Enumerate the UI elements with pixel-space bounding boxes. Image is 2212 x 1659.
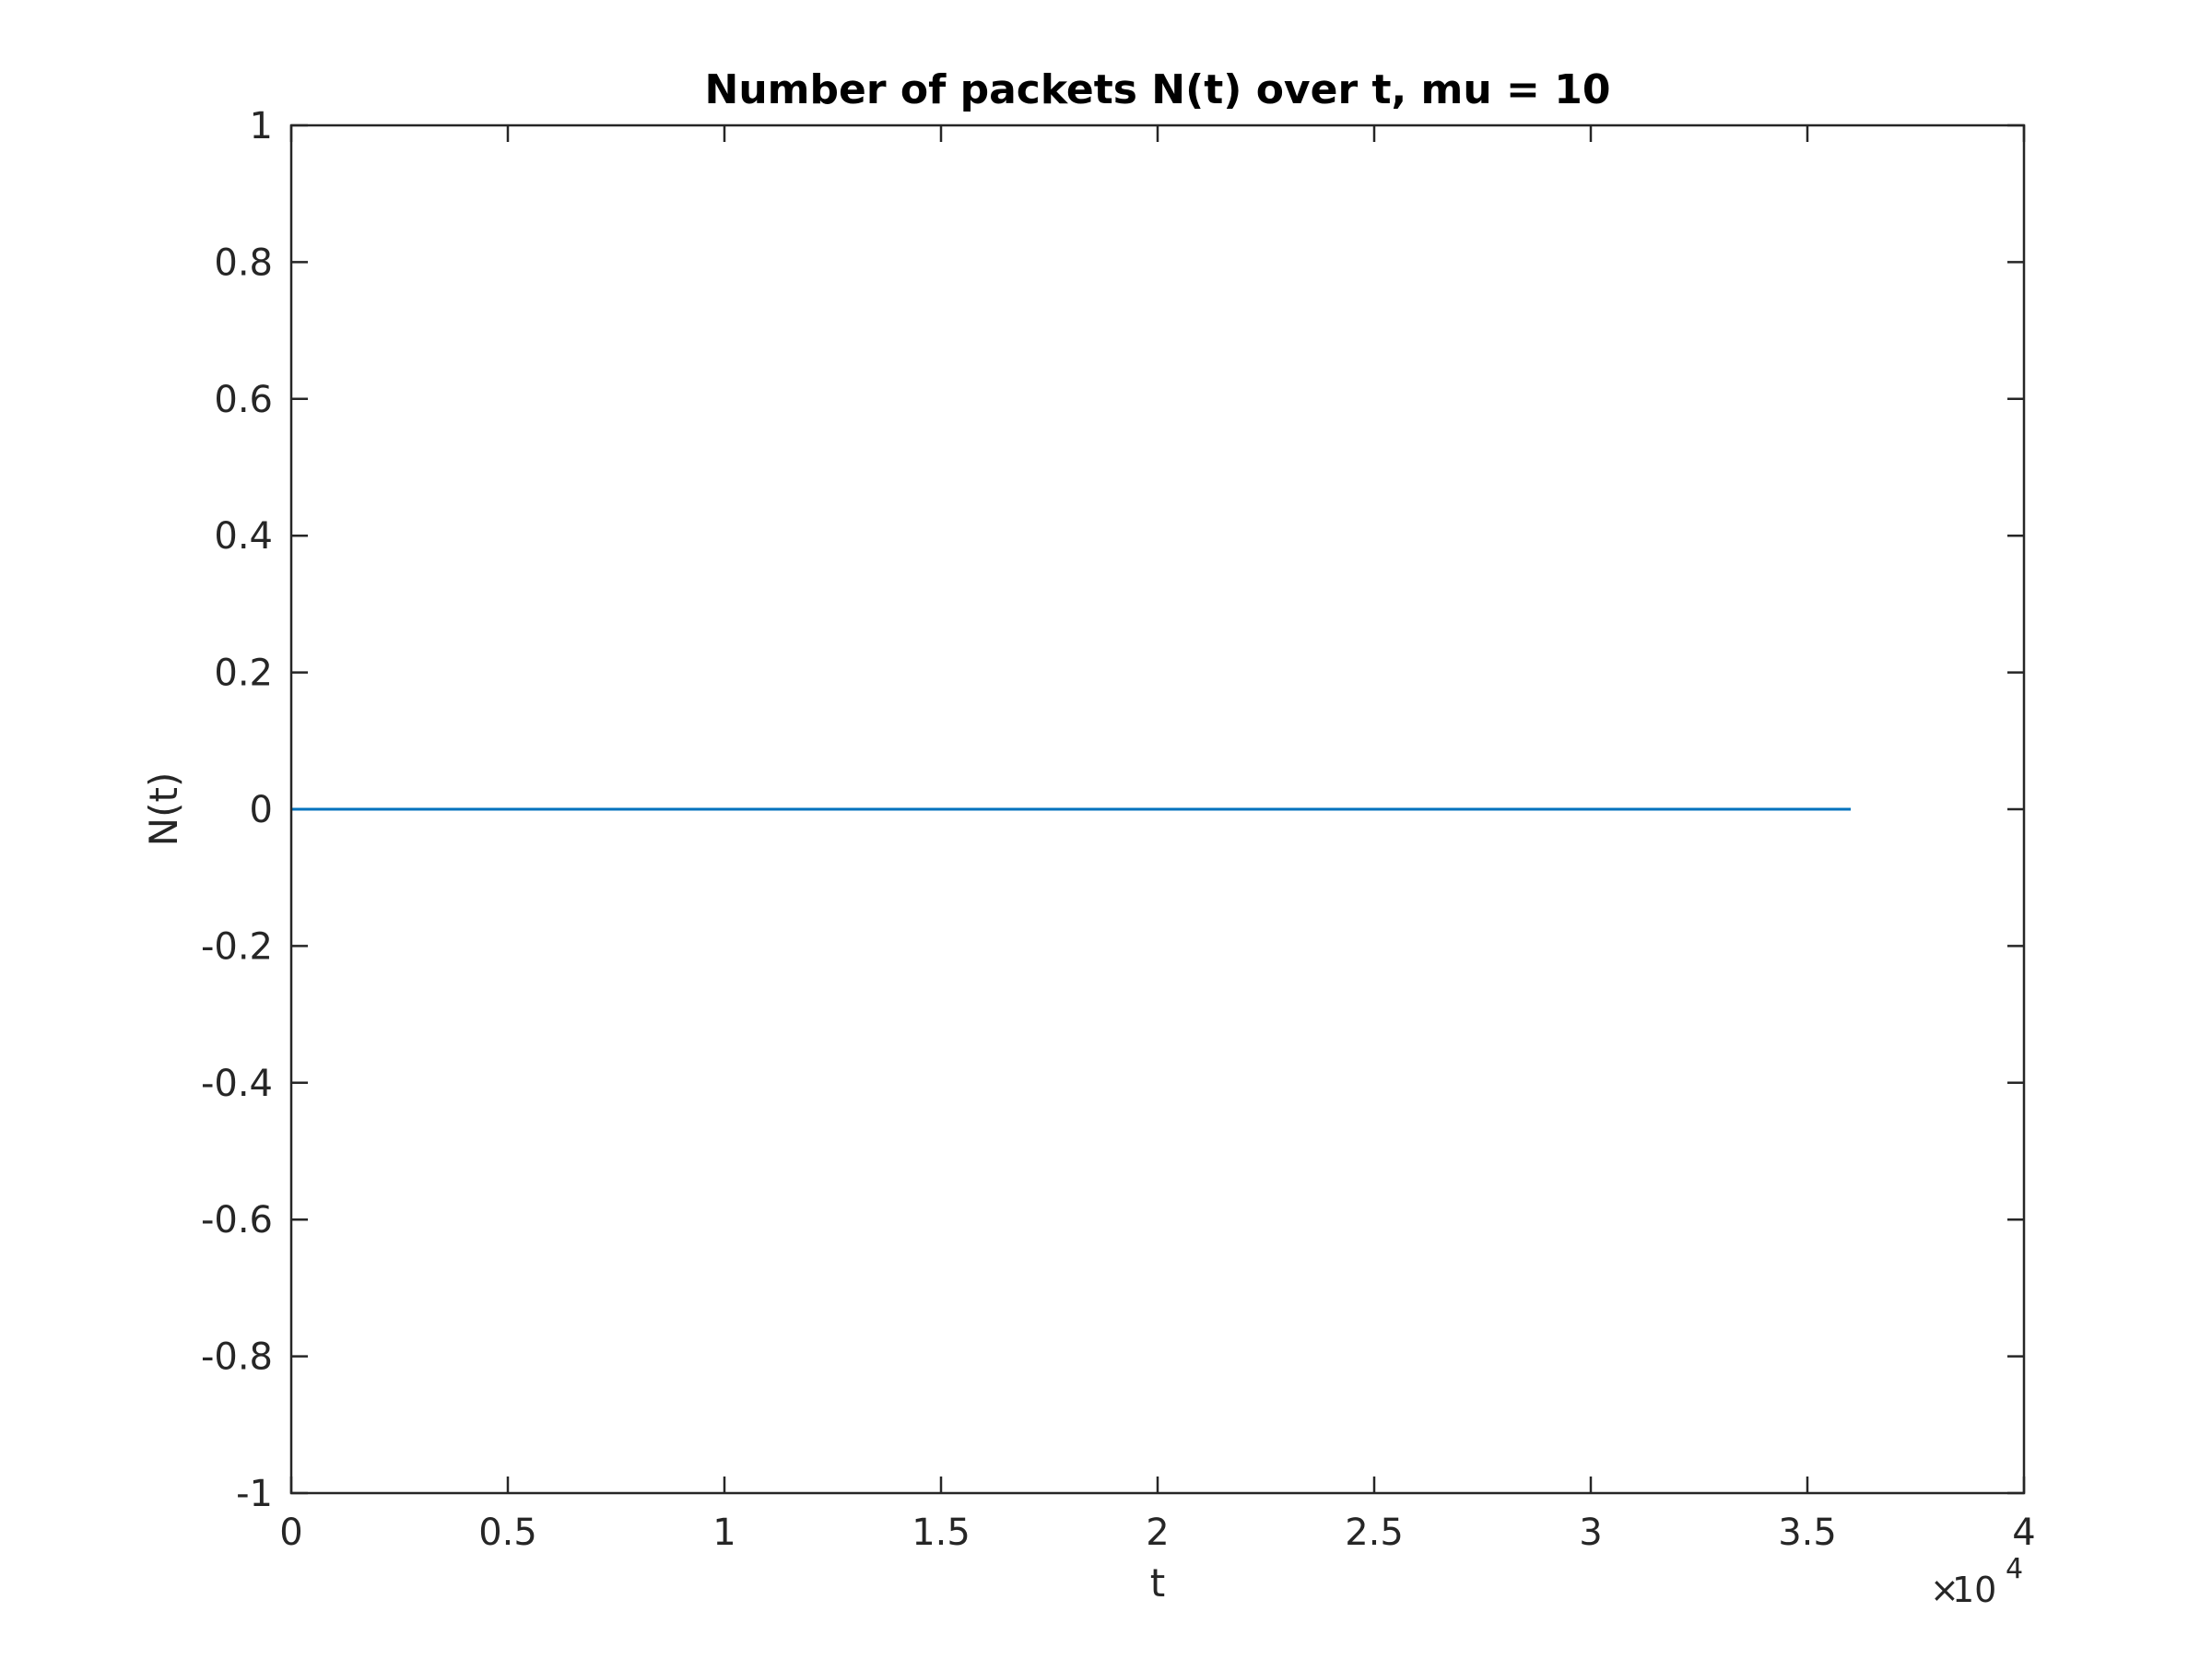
y-axis-label: N(t) <box>141 772 186 847</box>
x-tick-label: 3 <box>1579 1512 1602 1554</box>
x-tick-label: 1.5 <box>912 1512 971 1554</box>
y-tick-label: 1 <box>250 105 273 147</box>
axes-box <box>289 124 2026 1495</box>
y-tick-label: 0.6 <box>214 379 273 421</box>
y-tick-label: 0.4 <box>214 515 273 558</box>
y-tick-label: -0.4 <box>201 1063 273 1105</box>
y-tick-label: -1 <box>236 1473 273 1515</box>
x-axis-exponent: × 10 4 <box>1930 1553 2023 1610</box>
y-tick-labels: -1 -0.8 -0.6 -0.4 -0.2 0 0.2 0.4 0.6 0.8 1 <box>201 105 273 1515</box>
x-tick-label: 4 <box>2012 1512 2035 1554</box>
x-tick-label: 0 <box>279 1512 302 1554</box>
x-axis-label: t <box>1150 1560 1165 1606</box>
y-tick-label: -0.8 <box>201 1336 273 1379</box>
y-tick-label: 0.8 <box>214 241 273 284</box>
x-tick-labels: 0 0.5 1 1.5 2 2.5 3 3.5 4 <box>279 1512 2035 1554</box>
y-tick-label: -0.6 <box>201 1199 273 1241</box>
y-tick-label: -0.2 <box>201 925 273 968</box>
x-tick-label: 2.5 <box>1345 1512 1404 1554</box>
x-tick-label: 1 <box>712 1512 735 1554</box>
y-tick-label: 0.2 <box>214 653 273 695</box>
chart-title: Number of packets N(t) over t, mu = 10 <box>705 66 1611 113</box>
x-tick-label: 2 <box>1146 1512 1169 1554</box>
x-exponent-power: 4 <box>2006 1553 2023 1585</box>
x-tick-label: 0.5 <box>478 1512 537 1554</box>
x-exponent-times: × <box>1930 1570 1959 1610</box>
x-exponent-base: 10 <box>1952 1570 1996 1610</box>
y-tick-label: 0 <box>250 789 273 831</box>
x-tick-label: 3.5 <box>1778 1512 1837 1554</box>
